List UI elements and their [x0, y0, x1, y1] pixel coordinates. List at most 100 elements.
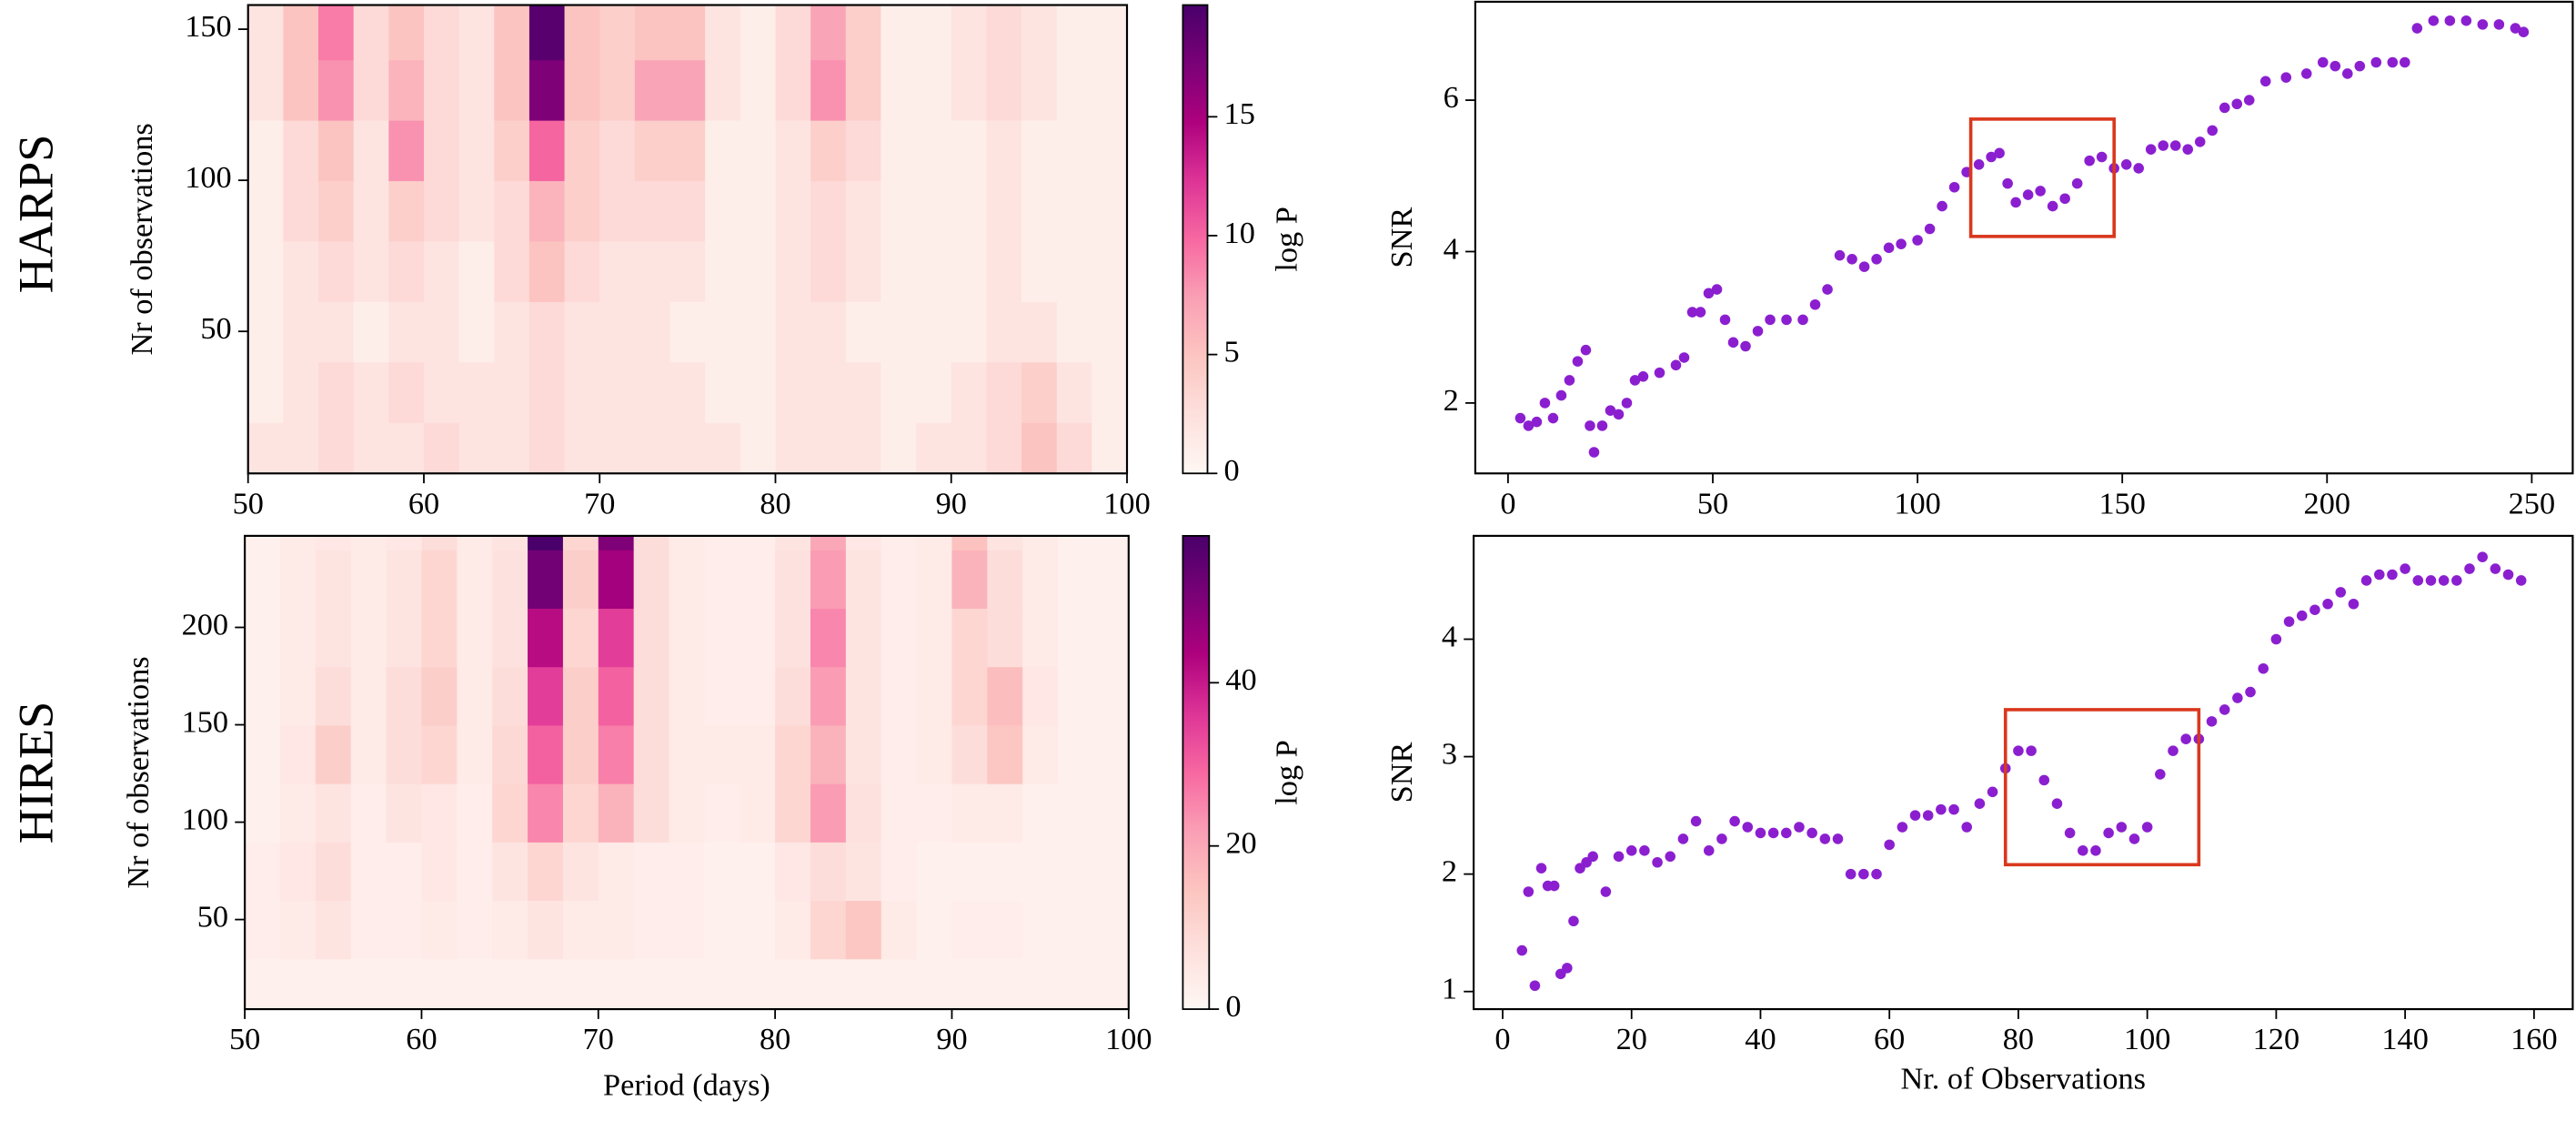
- heat-cell: [350, 783, 387, 843]
- heat-cell: [634, 180, 671, 242]
- point: [2231, 98, 2243, 110]
- heat-cell: [810, 841, 847, 902]
- point: [1781, 827, 1792, 839]
- point: [1572, 356, 1584, 367]
- heat-cell: [318, 421, 355, 474]
- heat-cell: [810, 783, 847, 843]
- heat-cell: [388, 180, 425, 242]
- point: [1605, 405, 1616, 416]
- heat-cell: [492, 608, 528, 668]
- heat-cell: [1056, 361, 1093, 423]
- heat-cell: [386, 958, 423, 1010]
- heat-cell: [599, 240, 636, 302]
- heat-cell: [740, 549, 777, 610]
- point: [1834, 249, 1846, 261]
- heat-cell: [740, 361, 777, 423]
- heat-cell: [318, 300, 355, 363]
- heat-cell: [1058, 608, 1094, 668]
- heat-cell: [423, 180, 460, 242]
- heat-cell: [951, 119, 988, 182]
- point: [2477, 551, 2488, 562]
- x-tick-label: 140: [2381, 1022, 2428, 1056]
- heat-cell: [987, 958, 1024, 1010]
- point: [1936, 803, 1947, 815]
- point: [1896, 238, 1907, 249]
- heat-cell: [916, 361, 952, 423]
- heat-cell: [775, 535, 811, 550]
- heat-cell: [353, 59, 390, 121]
- heat-cell: [245, 958, 281, 1010]
- heat-cell: [598, 535, 635, 550]
- point: [2022, 189, 2034, 200]
- y-tick-label: 200: [182, 607, 228, 641]
- heat-cell: [494, 361, 530, 423]
- heat-cell: [951, 180, 988, 242]
- heat-cell: [775, 5, 812, 61]
- heat-cell: [598, 841, 635, 902]
- heat-cell: [528, 900, 564, 960]
- heat-cell: [492, 535, 528, 550]
- heat-cell: [1021, 361, 1058, 423]
- point: [1523, 886, 1535, 897]
- heat-cell: [247, 59, 285, 121]
- heat-cell: [494, 59, 530, 121]
- plot-frame: [1473, 534, 2574, 1011]
- point: [1695, 307, 1706, 318]
- point: [1797, 314, 1808, 326]
- heat-cell: [421, 783, 458, 843]
- point: [1548, 880, 1560, 892]
- heat-cell: [1058, 958, 1094, 1010]
- point: [1677, 833, 1689, 844]
- heat-cell: [775, 59, 812, 121]
- heat-cell: [350, 900, 387, 960]
- heat-cell: [987, 608, 1024, 668]
- heat-cell: [634, 5, 671, 61]
- heat-cell: [845, 724, 882, 784]
- heat-cell: [845, 841, 882, 902]
- heat-cell: [845, 783, 882, 843]
- heat-cell: [283, 5, 319, 61]
- heat-cell: [705, 180, 741, 242]
- heat-cell: [845, 180, 882, 242]
- heat-cell: [810, 240, 847, 302]
- point: [1516, 944, 1528, 956]
- heatmap-cells: [247, 5, 1127, 474]
- heat-cell: [633, 783, 670, 843]
- heat-cell: [1092, 958, 1129, 1010]
- heat-cell: [1058, 535, 1094, 550]
- heat-cell: [564, 5, 601, 61]
- point: [1937, 200, 1947, 212]
- heat-cell: [810, 958, 847, 1010]
- point: [1794, 822, 1805, 833]
- point: [2071, 177, 2083, 189]
- point: [2502, 569, 2514, 581]
- x-tick-label: 80: [760, 1022, 790, 1056]
- heat-cell: [598, 958, 635, 1010]
- point: [1716, 833, 1727, 844]
- heat-cell: [247, 180, 285, 242]
- point: [1568, 915, 1579, 927]
- heat-cell: [634, 119, 671, 182]
- heat-cell: [528, 421, 566, 474]
- heat-cell: [1058, 841, 1094, 902]
- heat-cell: [845, 421, 882, 474]
- heat-cell: [669, 300, 707, 363]
- point: [2400, 56, 2410, 68]
- point: [2280, 72, 2292, 83]
- heat-cell: [1021, 5, 1058, 61]
- x-tick-label: 100: [2124, 1022, 2170, 1056]
- heat-cell: [740, 59, 777, 121]
- heat-cell: [916, 59, 952, 121]
- point: [2300, 68, 2312, 79]
- heat-cell: [740, 958, 777, 1010]
- heat-cell: [951, 724, 989, 784]
- point: [2064, 827, 2076, 839]
- heat-cell: [528, 783, 564, 843]
- heat-cell: [492, 841, 528, 902]
- heat-cell: [247, 5, 285, 61]
- heat-cell: [350, 958, 387, 1010]
- point: [1580, 344, 1592, 356]
- heat-cell: [1058, 783, 1094, 843]
- point: [2219, 102, 2230, 114]
- heat-cell: [245, 535, 281, 550]
